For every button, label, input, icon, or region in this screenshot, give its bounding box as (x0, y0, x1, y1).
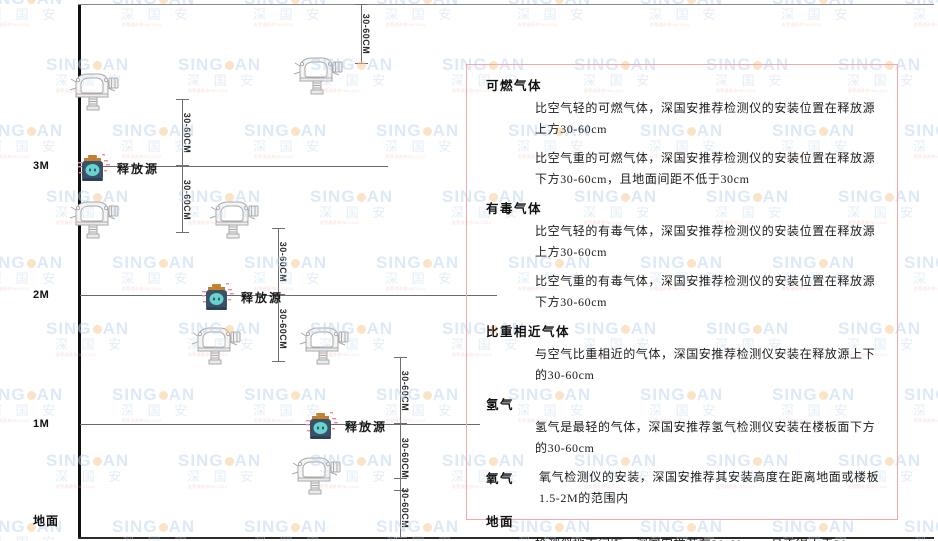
dimension-rule: 30-60CM (176, 99, 192, 166)
panel-section-heading: 地面 (486, 515, 515, 529)
dimension-rule: 30-60CM (272, 295, 288, 362)
panel-section-heading: 氧气 (486, 472, 515, 486)
dimension-label: 30-60CM (400, 437, 410, 478)
release-source-icon (78, 151, 112, 184)
dimension-rule: 30-60CM (176, 166, 192, 233)
info-panel: 可燃气体比空气轻的可燃气体，深国安推荐检测仪的安装位置在释放源上方30-60cm… (466, 64, 898, 541)
level-line-3m (80, 166, 388, 167)
panel-section-hydrogen: 氢气氢气是最轻的气体，深国安推荐氢气检测仪安装在楼板面下方的30-60cm (481, 394, 883, 459)
panel-section-paragraph: 检测仪地面间距，深国安推荐在30-60cm，且不得小于30cm，因为过低容易水浸… (481, 534, 883, 541)
panel-section-heading: 氢气 (486, 398, 515, 412)
panel-section-ground: 地面检测仪地面间距，深国安推荐在30-60cm，且不得小于30cm，因为过低容易… (481, 511, 883, 541)
release-source-icon (202, 280, 236, 313)
dimension-label: 30-60CM (278, 241, 288, 282)
gas-detector-icon (290, 452, 344, 496)
ground-label: 地面 (33, 514, 60, 528)
panel-section-toxic-gas: 有毒气体比空气轻的有毒气体，深国安推荐检测仪的安装位置在释放源上方30-60cm… (481, 198, 883, 313)
dimension-label: 30-60CM (182, 179, 192, 220)
panel-section-paragraph: 与空气比重相近的气体，深国安推荐检测仪安装在释放源上下的30-60cm (535, 347, 876, 382)
panel-section-paragraph: 氢气是最轻的气体，深国安推荐氢气检测仪安装在楼板面下方的30-60cm (535, 420, 876, 455)
release-source-label: 释放源 (117, 162, 160, 176)
gas-detector-icon (292, 52, 346, 96)
gas-detector-icon (298, 322, 352, 366)
release-source-label: 释放源 (241, 291, 284, 305)
gas-detector-icon (68, 196, 122, 240)
dimension-rule: 30-60CM (355, 4, 371, 64)
panel-section-heading: 可燃气体 (486, 79, 543, 93)
level-label-2m: 2M (33, 289, 50, 301)
release-source-icon (306, 409, 340, 442)
ceiling-line (78, 4, 934, 5)
dimension-rule: 30-60CM (394, 478, 410, 538)
gas-detector-icon (68, 68, 122, 112)
panel-section-heading: 比重相近气体 (486, 325, 571, 339)
dimension-label: 30-60CM (278, 308, 288, 349)
gas-detector-icon (208, 196, 262, 240)
dimension-rule: 30-60CM (394, 357, 410, 424)
ground-line (78, 537, 934, 539)
dimension-label: 30-60CM (182, 112, 192, 153)
panel-section-paragraph: 氧气检测仪的安装，深国安推荐其安装高度在距离地面或楼板1.5-2M的范围内 (539, 470, 880, 505)
panel-section-paragraph: 比空气重的有毒气体，深国安推荐检测仪的安装位置在释放源下方30-60cm (535, 274, 876, 309)
vertical-axis (78, 4, 81, 538)
gas-detector-icon (190, 322, 244, 366)
panel-section-oxygen: 氧气 氧气检测仪的安装，深国安推荐其安装高度在距离地面或楼板1.5-2M的范围内 (481, 467, 883, 509)
dimension-label: 30-60CM (400, 487, 410, 529)
level-line-2m (80, 295, 497, 296)
dimension-label: 30-60CM (361, 13, 371, 55)
panel-section-heading: 有毒气体 (486, 202, 543, 216)
panel-section-paragraph: 比空气重的可燃气体，深国安推荐检测仪的安装位置在释放源下方30-60cm，且地面… (535, 151, 876, 186)
release-source-label: 释放源 (345, 420, 388, 434)
level-label-1m: 1M (33, 418, 50, 430)
panel-section-paragraph: 比空气轻的有毒气体，深国安推荐检测仪的安装位置在释放源上方30-60cm (535, 224, 876, 259)
dimension-label: 30-60CM (400, 370, 410, 411)
level-label-3m: 3M (33, 160, 50, 172)
level-line-1m (80, 424, 480, 425)
panel-section-paragraph: 比空气轻的可燃气体，深国安推荐检测仪的安装位置在释放源上方30-60cm (535, 101, 876, 136)
panel-section-flammable-gas: 可燃气体比空气轻的可燃气体，深国安推荐检测仪的安装位置在释放源上方30-60cm… (481, 75, 883, 190)
panel-section-similar-density-gas: 比重相近气体与空气比重相近的气体，深国安推荐检测仪安装在释放源上下的30-60c… (481, 321, 883, 386)
dimension-rule: 30-60CM (272, 228, 288, 295)
